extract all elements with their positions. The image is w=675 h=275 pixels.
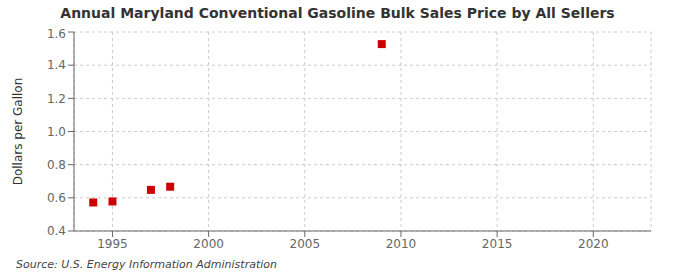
html-text:Annual Maryland Conventional G: Annual Maryland Conventional Gasoline Bu… — [60, 5, 615, 21]
svg-text:0.4: 0.4 — [47, 224, 66, 238]
svg-text:1.4: 1.4 — [47, 58, 66, 72]
svg-text:0.8: 0.8 — [47, 158, 66, 172]
svg-text:2000: 2000 — [193, 237, 224, 251]
svg-text:1.0: 1.0 — [47, 125, 66, 139]
svg-text:0.6: 0.6 — [47, 191, 66, 205]
svg-text:2015: 2015 — [482, 237, 513, 251]
svg-text:1995: 1995 — [97, 237, 128, 251]
svg-text:Dollars per Gallon: Dollars per Gallon — [11, 78, 25, 186]
svg-text:2020: 2020 — [578, 237, 609, 251]
svg-text:2010: 2010 — [386, 237, 417, 251]
html-text:Source: U.S. Energy Informatio: Source: U.S. Energy Information Administ… — [16, 258, 277, 271]
svg-text:1.2: 1.2 — [47, 92, 66, 106]
svg-text:2005: 2005 — [290, 237, 321, 251]
svg-text:1.6: 1.6 — [47, 27, 66, 41]
